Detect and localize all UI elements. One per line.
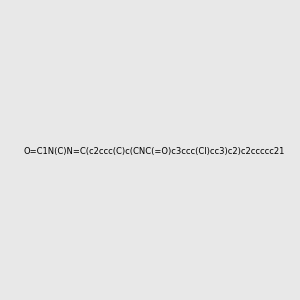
Text: O=C1N(C)N=C(c2ccc(C)c(CNC(=O)c3ccc(Cl)cc3)c2)c2ccccc21: O=C1N(C)N=C(c2ccc(C)c(CNC(=O)c3ccc(Cl)cc… [23, 147, 284, 156]
